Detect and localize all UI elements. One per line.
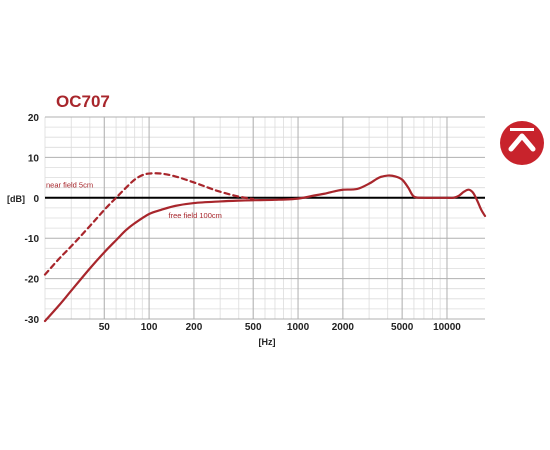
y-tick-label: 0 bbox=[33, 194, 39, 205]
series-line-free-field bbox=[43, 174, 487, 323]
austrian-audio-logo-icon bbox=[500, 121, 544, 165]
y-tick-label: -30 bbox=[25, 315, 40, 326]
x-tick-label: 100 bbox=[141, 322, 158, 333]
y-axis-label: [dB] bbox=[7, 194, 25, 204]
chart-title: OC707 bbox=[56, 92, 110, 111]
x-tick-label: 200 bbox=[186, 322, 203, 333]
y-tick-label: 10 bbox=[28, 153, 40, 164]
y-tick-label: -20 bbox=[25, 275, 40, 286]
x-tick-label: 500 bbox=[245, 322, 262, 333]
y-tick-label: 20 bbox=[28, 113, 40, 124]
series-line-near-field bbox=[43, 172, 255, 276]
x-tick-label: 50 bbox=[99, 322, 111, 333]
annotation-near-field: near field 5cm bbox=[46, 181, 93, 190]
x-tick-label: 2000 bbox=[332, 322, 355, 333]
x-tick-label: 5000 bbox=[391, 322, 414, 333]
y-tick-label: -10 bbox=[25, 234, 40, 245]
x-tick-label: 10000 bbox=[433, 322, 461, 333]
x-axis-label: [Hz] bbox=[259, 337, 276, 347]
x-tick-label: 1000 bbox=[287, 322, 310, 333]
annotation-free-field: free field 100cm bbox=[169, 211, 222, 220]
